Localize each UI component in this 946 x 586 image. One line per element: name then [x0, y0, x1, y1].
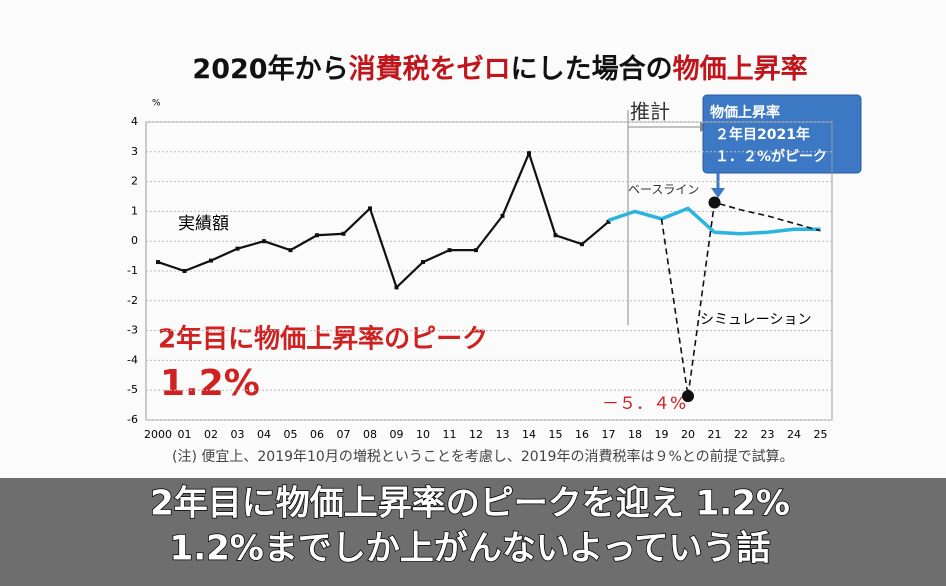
note: (注) 便宜上、2019年10月の増税ということを考慮し、2019年の消費税率は… [172, 448, 794, 465]
callout-text: ２年目2021年 [715, 126, 810, 143]
chart-title: 2020年から消費税をゼロにした場合の物価上昇率 [192, 53, 807, 85]
y-unit: % [152, 99, 161, 109]
point [394, 285, 399, 290]
point [580, 242, 584, 247]
highlight-point [682, 390, 694, 403]
x-tick-label: 17 [602, 428, 616, 441]
x-tick-label: 21 [708, 428, 722, 441]
y-tick-label: -6 [127, 413, 138, 426]
series-line [607, 206, 821, 236]
y-tick-label: 3 [131, 145, 138, 158]
y-tick-label: 2 [131, 175, 138, 188]
callout-arrow-head [711, 188, 725, 198]
point [474, 248, 478, 253]
series-label: 実績額 [178, 214, 229, 234]
callout-box [702, 94, 862, 174]
trough-label: －５．４% [602, 394, 686, 414]
x-tick-label: 11 [443, 428, 457, 441]
x-tick-label: 06 [310, 428, 324, 441]
x-tick-label: 16 [575, 428, 589, 441]
x-tick-label: 05 [284, 428, 298, 441]
series-label: シミュレーション [700, 312, 811, 328]
title-part: 2020年から [192, 53, 348, 85]
x-tick-label: 12 [469, 428, 483, 441]
x-tick-label: 19 [655, 428, 669, 441]
callout-text: 物価上昇率 [710, 104, 780, 121]
series-line [660, 201, 821, 397]
point [553, 233, 558, 238]
series-line [157, 150, 610, 290]
y-tick-label: 0 [131, 234, 138, 247]
peak-value: 1.2% [160, 363, 260, 404]
estimate-label: 推計 [630, 100, 670, 124]
caption: 2年目に物価上昇率のピークを迎え 1.2% [150, 484, 790, 524]
y-tick-label: -3 [127, 324, 138, 337]
caption-band [0, 478, 946, 586]
x-tick-label: 15 [549, 428, 563, 441]
y-tick-label: -1 [127, 264, 138, 277]
point [262, 239, 266, 244]
title-part: にした場合の [511, 53, 673, 85]
point [527, 151, 531, 156]
x-tick-label: 2000 [144, 428, 172, 441]
y-tick-label: 1 [131, 204, 138, 217]
peak-text: 2年目に物価上昇率のピーク [158, 324, 488, 355]
point [156, 260, 160, 265]
title-part: 消費税をゼロ [349, 54, 511, 85]
x-tick-label: 25 [814, 428, 828, 441]
series-label: ベースライン [628, 183, 699, 197]
y-tick-label: -5 [127, 383, 138, 396]
x-tick-label: 23 [761, 428, 775, 441]
x-tick-label: 13 [496, 428, 510, 441]
x-tick-label: 20 [681, 428, 695, 441]
x-tick-label: 18 [628, 428, 642, 441]
x-tick-label: 03 [231, 428, 245, 441]
title-part: 物価上昇率 [673, 53, 808, 85]
x-tick-label: 09 [390, 428, 404, 441]
x-tick-label: 01 [178, 428, 192, 441]
y-tick-label: -4 [127, 353, 138, 366]
caption: 1.2%までしか上がんないよっていう話 [170, 529, 771, 569]
x-tick-label: 02 [204, 428, 218, 441]
x-tick-label: 04 [257, 428, 271, 441]
x-tick-label: 14 [522, 428, 536, 441]
highlight-point [708, 196, 721, 209]
y-tick-label: -2 [127, 294, 138, 307]
point [500, 213, 505, 218]
point [209, 258, 213, 263]
point [235, 246, 240, 251]
point [182, 269, 187, 273]
callout-text: １．２%がピーク [715, 148, 827, 165]
point [341, 231, 346, 236]
point [368, 206, 372, 211]
x-tick-label: 10 [416, 428, 430, 441]
x-tick-label: 08 [363, 428, 377, 441]
x-tick-label: 24 [787, 428, 801, 441]
point [447, 248, 452, 253]
point [315, 233, 319, 238]
point [288, 248, 293, 253]
x-tick-label: 22 [734, 428, 748, 441]
x-tick-label: 07 [337, 428, 351, 441]
point [421, 260, 425, 265]
y-tick-label: 4 [131, 115, 138, 128]
point [606, 219, 611, 224]
